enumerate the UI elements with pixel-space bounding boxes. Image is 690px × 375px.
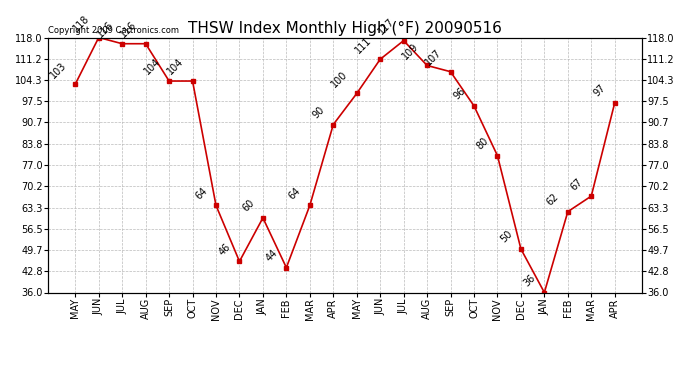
Text: 97: 97 [592, 83, 608, 99]
Text: 36: 36 [522, 273, 538, 288]
Text: 100: 100 [330, 69, 350, 89]
Text: 62: 62 [545, 192, 561, 207]
Text: 50: 50 [498, 229, 514, 245]
Text: 116: 116 [119, 20, 139, 39]
Text: 111: 111 [353, 35, 373, 55]
Text: 46: 46 [217, 242, 233, 257]
Text: 90: 90 [310, 105, 326, 120]
Text: 64: 64 [193, 186, 209, 201]
Text: 44: 44 [264, 248, 279, 264]
Text: Copyright 2009 Cartronics.com: Copyright 2009 Cartronics.com [48, 26, 179, 35]
Text: 67: 67 [569, 176, 584, 192]
Text: 64: 64 [287, 186, 303, 201]
Title: THSW Index Monthly High (°F) 20090516: THSW Index Monthly High (°F) 20090516 [188, 21, 502, 36]
Text: 107: 107 [424, 47, 444, 68]
Text: 60: 60 [240, 198, 256, 214]
Text: 117: 117 [377, 16, 397, 36]
Text: 109: 109 [400, 41, 420, 62]
Text: 116: 116 [95, 20, 115, 39]
Text: 103: 103 [48, 60, 68, 80]
Text: 104: 104 [166, 57, 186, 77]
Text: 118: 118 [72, 13, 92, 33]
Text: 104: 104 [142, 57, 162, 77]
Text: 96: 96 [451, 86, 467, 102]
Text: 80: 80 [475, 136, 491, 152]
